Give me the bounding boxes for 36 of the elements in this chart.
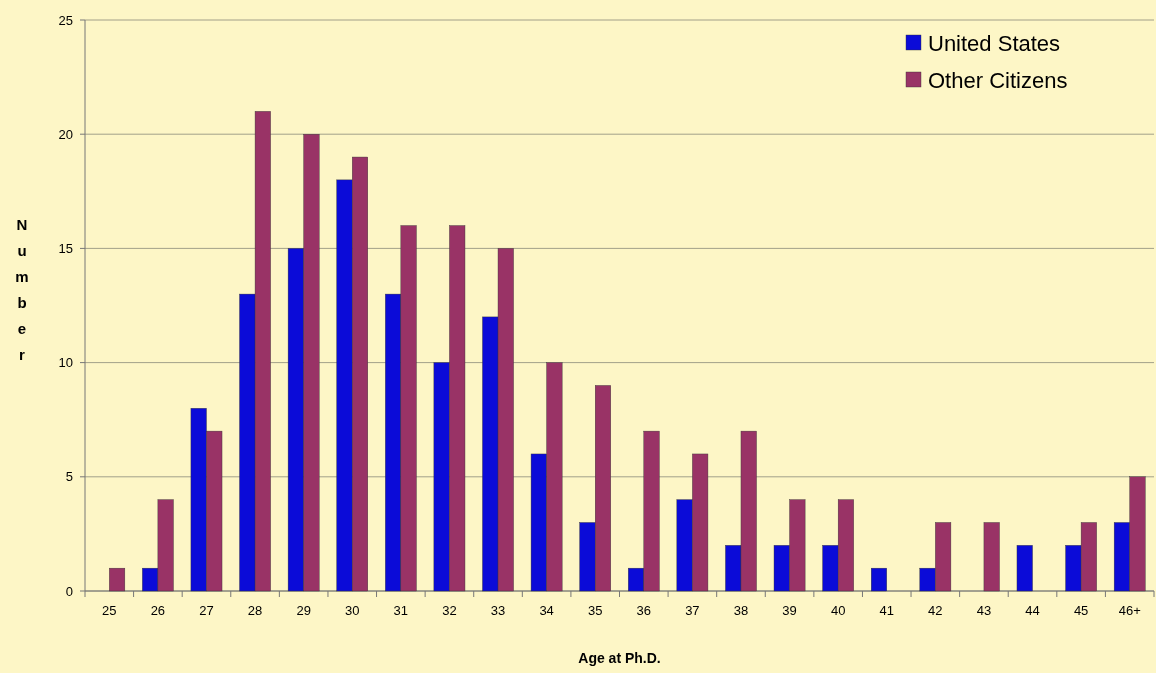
x-tick-label: 27 <box>199 603 214 618</box>
y-tick-label: 15 <box>58 240 73 256</box>
x-tick-label: 41 <box>879 603 894 618</box>
bar <box>983 522 1000 592</box>
x-tick-label: 35 <box>587 603 603 618</box>
x-axis-title: Age at Ph.D. <box>578 650 661 666</box>
x-tick-label: 42 <box>928 603 943 618</box>
x-tick-label: 46+ <box>1118 603 1141 618</box>
x-tick-label: 32 <box>442 603 457 618</box>
y-axis-title: Number <box>15 216 29 363</box>
x-tick-label: 30 <box>345 603 360 618</box>
x-tick-label: 34 <box>539 603 554 618</box>
bar <box>1016 545 1033 592</box>
x-tick-label: 31 <box>393 603 409 618</box>
x-tick-label: 45 <box>1073 603 1089 618</box>
x-tick-label: 39 <box>782 603 797 618</box>
x-tick-label: 40 <box>830 603 846 618</box>
x-tick-label: 28 <box>247 603 263 618</box>
x-tick-label: 29 <box>296 603 311 618</box>
legend-label: Other Citizens <box>928 67 1068 93</box>
y-tick-label: 10 <box>58 355 73 371</box>
bar <box>871 567 887 592</box>
y-tick-label: 0 <box>65 583 73 599</box>
x-tick-label: 33 <box>490 603 506 618</box>
x-tick-label: 44 <box>1025 603 1040 618</box>
x-tick-label: 37 <box>685 603 700 618</box>
x-tick-label: 25 <box>102 603 117 618</box>
x-tick-label: 36 <box>636 603 652 618</box>
x-tick-label: 43 <box>976 603 992 618</box>
x-tick-label: 38 <box>733 603 749 618</box>
x-tick-label: 26 <box>150 603 166 618</box>
y-tick-label: 20 <box>58 126 73 142</box>
legend-label: United States <box>928 30 1061 56</box>
y-tick-label: 25 <box>58 12 73 28</box>
bar <box>109 567 126 592</box>
y-tick-label: 5 <box>65 469 73 485</box>
